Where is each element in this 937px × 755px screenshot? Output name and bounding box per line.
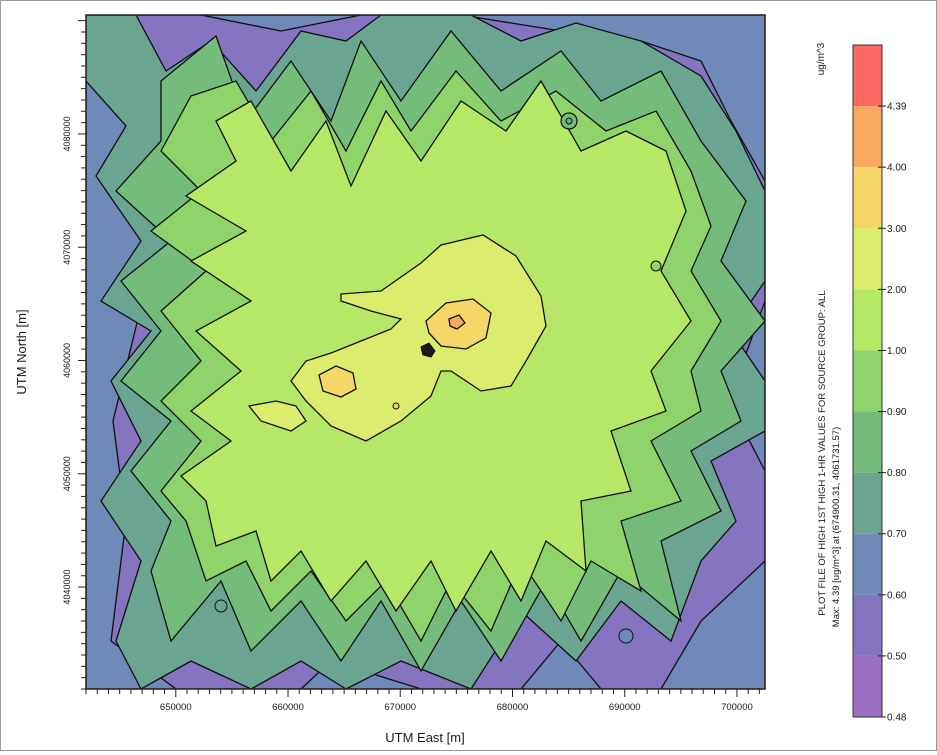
x-tick-label: 680000 — [497, 702, 529, 713]
x-tick-label: 660000 — [272, 702, 304, 713]
x-tick-label: 650000 — [160, 702, 192, 713]
plot-border — [85, 14, 766, 690]
y-tick-label: 4080000 — [62, 116, 72, 151]
plot-side-title: PLOT FILE OF HIGH 1ST HIGH 1-HR VALUES F… — [817, 290, 828, 615]
x-tick-label: 700000 — [721, 702, 753, 713]
colorbar-label: 0.60 — [887, 590, 907, 601]
colorbar-swatch — [853, 167, 882, 229]
colorbar-border — [852, 44, 883, 718]
colorbar-swatch — [853, 655, 882, 717]
colorbar-label: 4.00 — [887, 163, 907, 174]
colorbar-swatch — [853, 289, 882, 351]
y-tick-label: 4040000 — [62, 570, 72, 605]
x-axis: 650000 660000 670000 680000 690000 700000 — [85, 689, 760, 713]
colorbar-swatch — [853, 350, 882, 412]
y-tick-label: 4060000 — [62, 343, 72, 378]
colorbar-label: 2.00 — [887, 285, 907, 296]
y-axis: 4080000 4070000 4060000 4050000 4040000 — [62, 20, 86, 690]
colorbar-swatch — [853, 411, 882, 473]
contour-band-3.00-south — [318, 365, 357, 398]
contour-band-2.00-west — [247, 400, 307, 432]
contour-band-4.00 — [448, 314, 466, 330]
contour-local-patch — [618, 628, 634, 644]
colorbar-swatch — [853, 106, 882, 168]
colorbar-label: 0.70 — [887, 529, 907, 540]
contour-band-0.60 — [86, 15, 765, 689]
x-tick-label: 670000 — [384, 702, 416, 713]
colorbar-label: 0.80 — [887, 468, 907, 479]
colorbar-label: 0.90 — [887, 407, 907, 418]
colorbar-label: 4.39 — [887, 102, 907, 113]
colorbar-label: 0.50 — [887, 651, 907, 662]
plot-max-label: Max: 4.39 [ug/m^3] at (674900.31, 406173… — [831, 427, 842, 627]
contour-local-patch — [214, 599, 228, 613]
colorbar-swatch — [853, 594, 882, 656]
y-axis-label: UTM North [m] — [14, 309, 29, 394]
x-tick-label: 690000 — [609, 702, 641, 713]
contour-local-patch — [565, 117, 573, 125]
contour-local-patch — [392, 402, 400, 410]
y-tick-label: 4050000 — [62, 456, 72, 491]
contour-local-patch — [650, 260, 662, 272]
contour-plot-area — [86, 15, 765, 689]
colorbar-label: 3.00 — [887, 224, 907, 235]
colorbar-swatch — [853, 45, 882, 107]
colorbar-label: 0.48 — [887, 713, 907, 724]
colorbar-legend: 0.48 0.50 0.60 0.70 0.80 0.90 1.00 2.00 3.00 4.00… — [852, 44, 907, 724]
x-axis-label: UTM East [m] — [385, 730, 464, 745]
legend-unit-label: ug/m^3 — [816, 42, 827, 75]
colorbar-swatch — [853, 472, 882, 534]
colorbar-swatch — [853, 533, 882, 595]
colorbar-swatch — [853, 228, 882, 290]
colorbar-label: 1.00 — [887, 346, 907, 357]
y-tick-label: 4070000 — [62, 230, 72, 265]
contour-max-spot — [420, 342, 436, 358]
